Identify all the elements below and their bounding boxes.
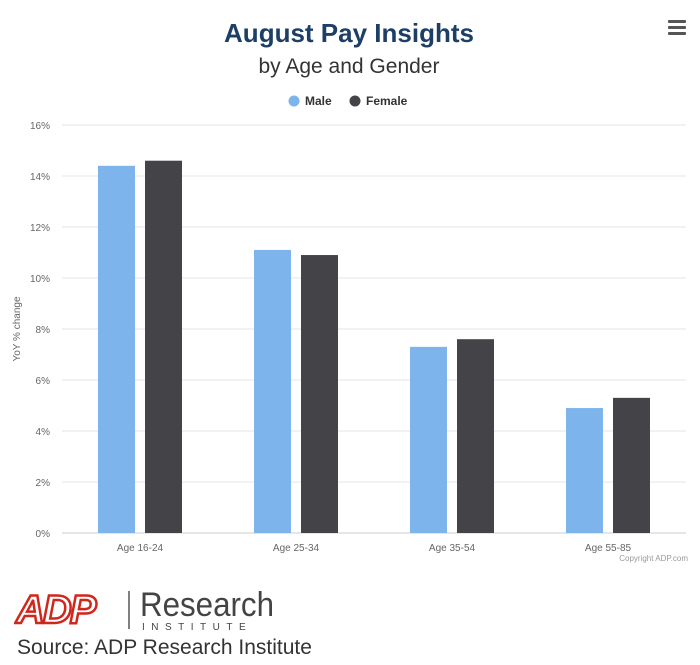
bar-female-2[interactable] — [301, 255, 338, 534]
y-tick-label: 0% — [36, 529, 51, 540]
bar-male-1[interactable] — [98, 165, 135, 534]
bar-male-2[interactable] — [254, 249, 291, 533]
chart-title: August Pay Insights — [224, 18, 474, 48]
adp-research-institute-logo: ADP Research INSTITUTE — [14, 585, 284, 633]
menu-line — [668, 26, 686, 29]
chart-subtitle: by Age and Gender — [259, 55, 440, 78]
bar-female-4[interactable] — [613, 397, 650, 533]
bar-male-4[interactable] — [566, 408, 603, 533]
x-tick-label: Age 35-54 — [429, 543, 476, 554]
x-tick-label: Age 16-24 — [117, 543, 164, 554]
copyright-credit[interactable]: Copyright ADP.com — [619, 554, 688, 563]
y-tick-label: 14% — [30, 172, 50, 183]
legend-marker-male — [288, 95, 300, 107]
logo-graphic: ADP Research INSTITUTE — [14, 586, 274, 633]
legend-item-male[interactable]: Male — [288, 94, 333, 108]
bar-male-3[interactable] — [410, 346, 447, 533]
bar-female-3[interactable] — [457, 339, 494, 533]
y-tick-label: 6% — [36, 376, 51, 387]
legend-item-female[interactable]: Female — [349, 94, 408, 108]
source-text: Source: ADP Research Institute — [17, 636, 312, 659]
menu-line — [668, 32, 686, 35]
legend-label-female: Female — [366, 94, 408, 108]
bar-female-1[interactable] — [145, 160, 182, 533]
chart: August Pay Insights by Age and Gender Ma… — [12, 18, 688, 563]
legend-label-male: Male — [305, 94, 332, 108]
legend-marker-female — [349, 95, 361, 107]
y-tick-label: 16% — [30, 121, 50, 132]
y-tick-label: 8% — [36, 325, 51, 336]
logo-tagline: INSTITUTE — [142, 622, 252, 633]
bars — [98, 160, 650, 534]
logo-word: Research — [140, 586, 274, 624]
adp-logo-mark: ADP — [15, 588, 97, 632]
y-tick-label: 12% — [30, 223, 50, 234]
y-tick-label: 4% — [36, 427, 51, 438]
y-tick-label: 10% — [30, 274, 50, 285]
x-tick-label: Age 55-85 — [585, 543, 632, 554]
legend[interactable]: Male Female — [288, 94, 408, 108]
menu-line — [668, 20, 686, 23]
x-axis-ticks: Age 16-24 Age 25-34 Age 35-54 Age 55-85 — [117, 543, 632, 554]
y-tick-label: 2% — [36, 478, 51, 489]
y-axis-label: YoY % change — [12, 296, 23, 361]
hamburger-menu-icon[interactable] — [668, 20, 686, 36]
y-axis-ticks: 0% 2% 4% 6% 8% 10% 12% 14% 16% — [30, 121, 50, 540]
x-tick-label: Age 25-34 — [273, 543, 320, 554]
